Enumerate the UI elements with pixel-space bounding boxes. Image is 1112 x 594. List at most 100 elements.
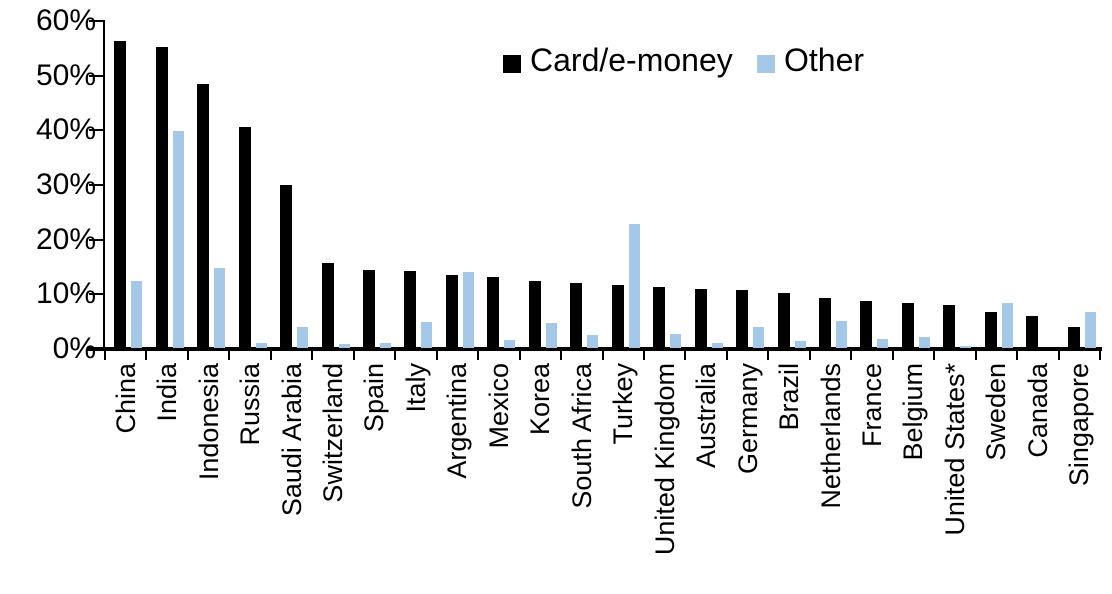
x-axis-tick [560,351,563,360]
bar-other-united-states- [960,346,971,348]
legend-swatch-other [757,55,775,73]
y-axis-label: 0% [52,332,96,365]
bar-other-saudi-arabia [297,327,308,348]
y-axis-label: 50% [35,58,96,92]
x-axis-label: United States* [940,363,970,536]
legend-swatch-card-e-money [503,55,521,73]
bar-card-e-money-india [156,47,168,348]
y-axis-label: 20% [35,222,96,256]
bar-card-e-money-germany [736,290,748,348]
y-axis-tick [89,238,105,241]
x-axis-label: Netherlands [816,363,846,509]
x-axis-tick [684,351,687,360]
x-axis-tick [974,351,977,360]
bar-other-brazil [795,341,806,348]
x-axis-tick [725,351,728,360]
x-axis-tick [435,351,438,360]
bar-other-united-kingdom [670,334,681,348]
x-axis-tick [808,351,811,360]
bar-other-china [131,281,142,348]
y-axis-tick [89,20,105,22]
x-axis-tick [394,351,397,360]
x-axis-label: Argentina [442,363,472,479]
x-axis-tick [477,351,480,360]
x-axis-tick [311,351,314,360]
x-axis-tick [228,351,231,360]
bar-card-e-money-mexico [487,277,499,348]
bar-card-e-money-indonesia [197,84,209,348]
bar-card-e-money-south-africa [570,283,582,348]
bar-other-australia [712,343,723,348]
bar-card-e-money-belgium [902,303,914,348]
bar-card-e-money-sweden [985,312,997,348]
bar-other-switzerland [339,344,350,348]
legend-label-other: Other [784,42,865,78]
x-axis-tick [269,351,272,360]
x-axis-tick [1016,351,1019,360]
bar-card-e-money-singapore [1068,327,1080,348]
y-axis-tick [89,129,105,132]
bar-card-e-money-switzerland [322,263,334,348]
x-axis-tick [642,351,645,360]
x-axis-tick [1057,351,1060,360]
x-axis-tick [518,351,521,360]
bar-card-e-money-turkey [612,285,624,348]
x-axis-tick [186,351,189,360]
x-axis-label: Korea [525,363,555,436]
x-axis-label: India [152,363,182,422]
x-axis-label: China [111,363,141,434]
x-axis-tick [850,351,853,360]
bar-card-e-money-russia [239,127,251,348]
bar-other-india [173,131,184,348]
bar-other-italy [421,322,432,348]
bar-other-netherlands [836,321,847,348]
y-axis-tick [89,184,105,186]
bar-card-e-money-australia [695,289,707,348]
x-axis-label: France [857,363,887,448]
legend-label-card-e-money: Card/e-money [530,42,733,78]
x-axis-label: Singapore [1064,363,1094,487]
x-axis-tick [104,351,106,360]
bar-card-e-money-korea [529,281,541,348]
x-axis-label: Turkey [608,363,638,445]
x-axis-label: South Africa [567,363,597,509]
x-axis-label: Brazil [774,363,804,431]
x-axis-tick [601,351,604,360]
bar-card-e-money-united-states- [943,305,955,348]
y-axis-tick [89,74,105,77]
bar-other-sweden [1002,303,1013,348]
bar-other-russia [256,343,267,348]
bar-card-e-money-france [860,301,872,348]
bar-other-germany [753,327,764,348]
x-axis-tick [145,351,148,360]
bar-card-e-money-brazil [778,293,790,348]
bar-card-e-money-united-kingdom [653,287,665,348]
x-axis-line [88,347,1102,351]
x-axis-tick [352,351,355,360]
bar-other-south-africa [587,335,598,348]
bar-other-argentina [463,272,474,348]
x-axis-tick [1099,351,1101,360]
x-axis-label: Indonesia [194,363,224,481]
bar-other-belgium [919,337,930,348]
x-axis-label: Canada [1023,363,1053,458]
bar-other-mexico [504,340,515,348]
x-axis-tick [767,351,770,360]
y-axis-label: 10% [35,277,96,311]
bar-card-e-money-italy [404,271,416,348]
bar-card-e-money-saudi-arabia [280,185,292,348]
x-axis-label: Italy [401,363,431,413]
y-axis-label: 40% [35,113,96,147]
x-axis-label: Spain [359,363,389,433]
x-axis-label: Mexico [484,363,514,449]
x-axis-label: Belgium [898,363,928,461]
bar-other-spain [380,343,391,348]
y-axis-label: 60% [35,4,96,37]
bar-other-korea [546,323,557,348]
bar-card-e-money-canada [1026,316,1038,348]
x-axis-label: Switzerland [318,363,348,503]
x-axis-tick [933,351,936,360]
x-axis-label: Australia [691,363,721,469]
bar-other-singapore [1085,312,1096,348]
